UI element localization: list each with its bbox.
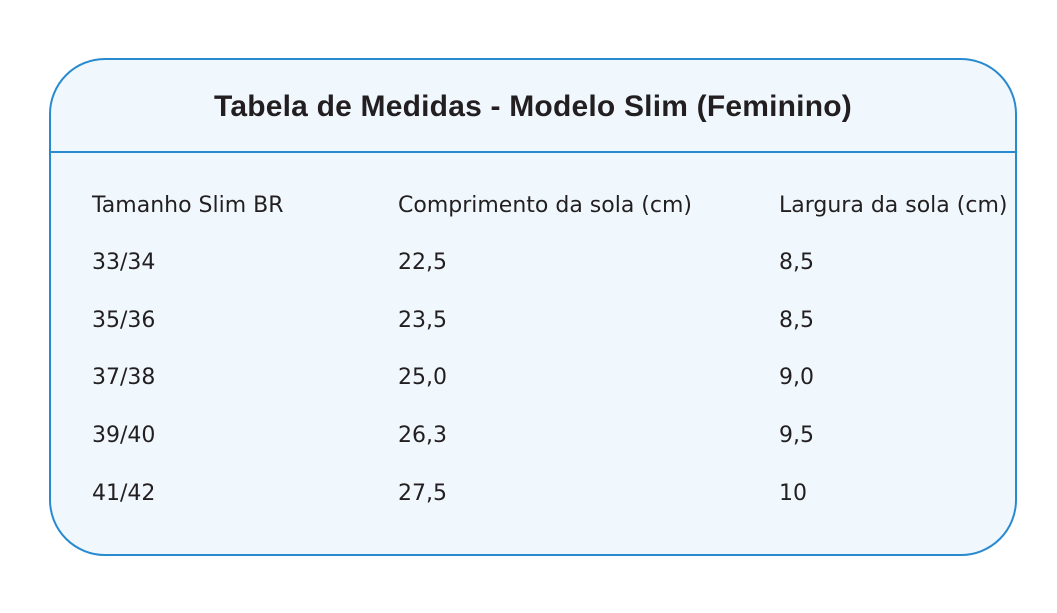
column-header-sole-width: Largura da sola (cm)	[779, 193, 1008, 218]
table-cell-length: 22,5	[398, 250, 447, 275]
column-header-size: Tamanho Slim BR	[92, 193, 284, 218]
size-chart-card: Tabela de Medidas - Modelo Slim (Feminin…	[49, 58, 1017, 556]
table-cell-width: 8,5	[779, 308, 814, 333]
table-cell-length: 26,3	[398, 423, 447, 448]
table-cell-size: 33/34	[92, 250, 156, 275]
table-cell-width: 9,5	[779, 423, 814, 448]
size-table: Tamanho Slim BR Comprimento da sola (cm)…	[51, 60, 1015, 554]
page-title: Tabela de Medidas - Modelo Slim (Feminin…	[214, 90, 852, 123]
table-cell-width: 10	[779, 481, 807, 506]
table-cell-width: 9,0	[779, 365, 814, 390]
table-cell-size: 41/42	[92, 481, 156, 506]
table-cell-size: 37/38	[92, 365, 156, 390]
table-cell-size: 35/36	[92, 308, 156, 333]
title-bar: Tabela de Medidas - Modelo Slim (Feminin…	[51, 60, 1015, 153]
table-cell-size: 39/40	[92, 423, 156, 448]
table-cell-length: 25,0	[398, 365, 447, 390]
table-cell-width: 8,5	[779, 250, 814, 275]
table-cell-length: 23,5	[398, 308, 447, 333]
column-header-sole-length: Comprimento da sola (cm)	[398, 193, 693, 218]
table-cell-length: 27,5	[398, 481, 447, 506]
